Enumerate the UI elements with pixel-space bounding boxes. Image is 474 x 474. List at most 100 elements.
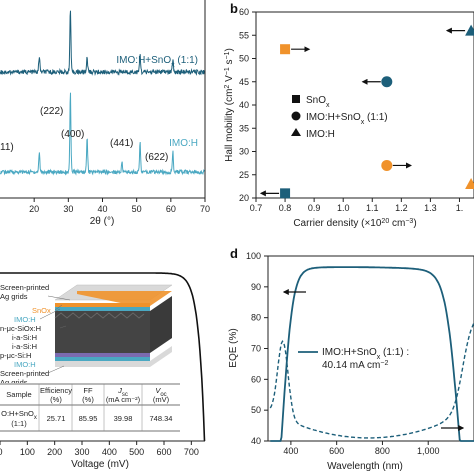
panel-b-y-ticks: 20 25 30 35 40 45 50 55 60: [239, 7, 256, 203]
table-header-voc-unit: (mV): [153, 395, 170, 404]
panel-a-x-tick-label: 60: [166, 204, 176, 214]
panel-b-x-tick-label: 0.9: [308, 203, 321, 213]
panel-d: d 400 600 800 1,000 40 50 60 70 80 90 100 Wavelen…: [228, 246, 474, 472]
panel-b-letter: b: [230, 1, 238, 16]
panel-d-x-tick-label: 400: [283, 446, 298, 456]
panel-b-x-tick-label: 1.2: [395, 203, 408, 213]
table-cell-sample: O:H+SnOx: [1, 409, 37, 421]
panel-b-point-circle-teal_dark: [361, 76, 393, 88]
panel-b-point-square-teal_dark: [259, 188, 291, 199]
panel-b-point-triangle-teal_dark: [445, 24, 474, 36]
peak-label-211-partial: 11): [0, 142, 14, 153]
legend-triangle-icon: [291, 128, 301, 136]
panel-b-y-tick-label: 20: [239, 193, 249, 203]
panel-a-series-1-label: IMO:H+SnOx (1:1): [116, 55, 198, 69]
table-header-sample: Sample: [6, 390, 31, 399]
legend-circle-icon: [291, 111, 301, 121]
panel-d-legend: IMO:H+SnOx (1:1) : 40.14 mA cm−2: [298, 347, 409, 371]
panel-b-point-circle-orange: [381, 159, 412, 171]
layer-label-7: i-a-Si:H: [12, 342, 37, 351]
layer-label-9: IMO:H: [14, 360, 36, 369]
device-texture: [54, 312, 145, 319]
panel-d-y-tick-label: 60: [251, 374, 261, 384]
panel-b-y-tick-label: 50: [239, 54, 249, 64]
panel-d-eqe-curve: [270, 266, 474, 442]
panel-b-legend: SnOx IMO:H+SnOx (1:1) IMO:H: [291, 95, 388, 140]
panel-a-series-2-line: [0, 92, 206, 176]
xrd-series-1-path: [0, 10, 206, 77]
panel-c-x-tick-label: 600: [156, 447, 171, 457]
panel-d-y-tick-label: 70: [251, 344, 261, 354]
layer-leader-4: [59, 325, 67, 329]
panel-d-x-tick-label: 800: [375, 446, 390, 456]
panel-d-legend-label: IMO:H+SnOx (1:1) :: [322, 347, 409, 361]
panel-b-point-triangle-orange: [465, 178, 474, 190]
panel-c-x-ticks: 0 100 200 300 400 500 600 700: [0, 441, 199, 457]
panel-b-x-label: Carrier density (×1020 cm−3): [293, 218, 416, 230]
panel-d-x-label: Wavelength (nm): [327, 461, 403, 472]
panel-c-x-tick-label: 300: [74, 447, 89, 457]
table-bg: [0, 383, 180, 433]
panel-a-x-tick-label: 20: [29, 204, 39, 214]
peak-label-222: (222): [40, 106, 63, 117]
layer-leader-1: [47, 295, 71, 301]
layer-leader-5: [47, 365, 65, 374]
panel-a-x-label: 2θ (°): [90, 216, 115, 227]
table-cell-sample-2: (1:1): [11, 419, 27, 428]
panel-a-x-tick-label: 50: [132, 204, 142, 214]
table-header-efficiency-unit: (%): [50, 395, 62, 404]
table-cell-ff: 85.95: [79, 414, 98, 423]
panel-a-x-ticks: 20 30 40 50 60 70: [29, 198, 210, 214]
panel-b-x-ticks: 0.7 0.8 0.9 1.0 1.1 1.2 1.3 1.: [250, 198, 463, 213]
panel-b-y-tick-label: 55: [239, 30, 249, 40]
panel-a-x-tick-label: 40: [97, 204, 107, 214]
layer-leader-2: [54, 304, 63, 311]
panel-a: 20 30 40 50 60 70 2θ (°) IMO:H+SnOx (1:1) IMO…: [0, 0, 210, 227]
panel-d-x-tick-label: 1,000: [417, 446, 440, 456]
panel-d-y-tick-label: 80: [251, 313, 261, 323]
layer-label-3: SnOx: [32, 306, 51, 315]
panel-b-y-tick-label: 40: [239, 100, 249, 110]
panel-b-x-tick-label: 1.3: [424, 203, 437, 213]
layer-label-5: n-μc-SiOx:H: [0, 324, 41, 333]
table-header-jsc-unit: (mA cm⁻²): [106, 395, 141, 404]
panel-c-x-tick-label: 0: [0, 447, 3, 457]
panel-a-series-1-line: [0, 10, 206, 77]
layer-label-4: IMO:H: [14, 315, 36, 324]
panel-c: 0 100 200 300 400 500 600 700 Voltage (mV) Scre…: [0, 272, 206, 470]
device-pin-layer: [55, 353, 150, 357]
panel-d-reflectance-curve: [269, 322, 474, 439]
device-schematic: [54, 284, 173, 367]
panel-d-y-tick-label: 100: [246, 251, 261, 261]
panel-b-y-tick-label: 45: [239, 77, 249, 87]
panel-d-x-tick-label: 600: [329, 446, 344, 456]
legend-square-icon: [292, 95, 300, 103]
device-imoh-rear: [55, 357, 150, 361]
device-snox-front: [55, 303, 150, 307]
panel-a-series-2-label: IMO:H: [169, 138, 198, 149]
layer-label-6: i-a-Si:H: [12, 333, 37, 342]
panel-b-y-tick-label: 25: [239, 170, 249, 180]
panel-b-y-tick-label: 35: [239, 123, 249, 133]
panel-c-x-tick-label: 100: [20, 447, 35, 457]
panel-b-y-tick-label: 60: [239, 7, 249, 17]
panel-c-jv-curve: [0, 272, 206, 442]
table-cell-voc: 748.34: [150, 414, 173, 423]
table-header-ff: FF: [83, 386, 93, 395]
panel-a-x-tick-label: 70: [200, 204, 210, 214]
legend-item-snox: SnOx: [306, 95, 330, 109]
panel-d-y-tick-label: 50: [251, 405, 261, 415]
panel-b: b 0.7 0.8 0.9 1.0 1.1 1.2 1.3 1. 20 25 30 35 40 45 50…: [224, 1, 474, 229]
panel-b-x-tick-label: 0.7: [250, 203, 263, 213]
panel-b-y-label: Hall mobility (cm2 V−1 s−1): [224, 48, 236, 162]
layer-label-10: Screen-printed: [0, 369, 49, 378]
layer-leader-3: [39, 308, 61, 320]
layer-label-2: Ag grids: [0, 292, 28, 301]
peak-label-441: (441): [110, 138, 133, 149]
results-table: Sample Efficiency (%) FF (%) Jsc (mA cm⁻…: [0, 383, 180, 433]
panel-c-x-tick-label: 200: [47, 447, 62, 457]
panel-b-point-square-orange: [280, 44, 311, 55]
layer-label-8: p-μc-Si:H: [0, 351, 31, 360]
panel-b-x-tick-label: 1.1: [366, 203, 379, 213]
